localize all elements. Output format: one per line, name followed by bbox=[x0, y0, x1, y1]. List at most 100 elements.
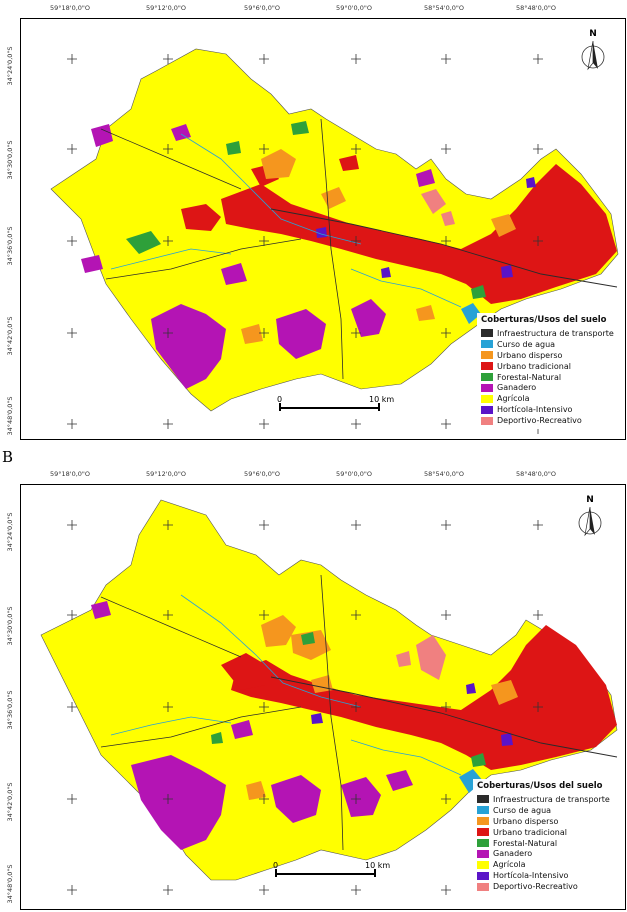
latitude-label: 34°36'0,0"S bbox=[6, 226, 14, 266]
urbano-tradicional-band bbox=[221, 164, 617, 304]
scale-end-label: 10 km bbox=[369, 395, 395, 404]
scale-line bbox=[275, 873, 375, 875]
scale-bar: 0 10 km bbox=[273, 395, 394, 413]
legend-item: Curso de agua bbox=[477, 805, 610, 816]
legend-swatch bbox=[477, 795, 489, 804]
longitude-label: 58°54'0,0"O bbox=[423, 4, 465, 12]
panel-letter-b: B bbox=[2, 448, 14, 466]
urbano-tradicional-patch bbox=[221, 653, 266, 690]
infraestructura-transporte-line bbox=[320, 574, 344, 851]
ganadero-area bbox=[276, 309, 326, 359]
curso-de-agua-line bbox=[350, 739, 462, 776]
legend-item: Urbano tradicional bbox=[481, 361, 614, 372]
deportivo-recreativo-patch bbox=[396, 651, 411, 667]
legend-label: Urbano tradicional bbox=[493, 827, 567, 837]
ganadero-area bbox=[131, 755, 226, 850]
longitude-label: 59°0'0,0"O bbox=[336, 4, 372, 12]
longitude-label: 59°6'0,0"O bbox=[244, 4, 280, 12]
legend-item: Infraestructura de transporte bbox=[477, 794, 610, 805]
deportivo-recreativo-patch bbox=[441, 211, 455, 226]
legend-label: Infraestructura de transporte bbox=[497, 328, 614, 338]
legend-item: Urbano disperso bbox=[477, 816, 610, 827]
urbano-disperso-patch bbox=[261, 149, 296, 179]
longitude-labels: 59°18'0,0"O 59°12'0,0"O 59°6'0,0"O 59°0'… bbox=[20, 470, 624, 484]
legend-swatch bbox=[477, 882, 489, 891]
horticola-intensivo-patch bbox=[466, 683, 476, 694]
legend-a: Coberturas/Usos del suelo Infraestructur… bbox=[477, 313, 618, 430]
map-canvas-a bbox=[50, 48, 619, 434]
curso-de-agua-line bbox=[180, 133, 362, 245]
curso-de-agua-area bbox=[461, 303, 481, 324]
legend-swatch bbox=[477, 817, 489, 826]
north-letter: N bbox=[589, 29, 597, 39]
legend-label: Agrícola bbox=[493, 860, 526, 870]
legend-swatch bbox=[481, 329, 493, 338]
legend-swatch bbox=[477, 828, 489, 837]
legend-swatch bbox=[477, 839, 489, 847]
urbano-disperso-patch bbox=[246, 781, 266, 800]
longitude-label: 59°0'0,0"O bbox=[336, 470, 372, 478]
legend-swatch bbox=[481, 362, 493, 371]
scale-start-label: 0 bbox=[277, 395, 283, 404]
scale-tick bbox=[275, 869, 277, 877]
infraestructura-transporte-line bbox=[100, 596, 242, 658]
legend-swatch bbox=[481, 340, 493, 349]
ganadero-area bbox=[386, 770, 413, 791]
legend-item: Ganadero bbox=[477, 848, 610, 859]
legend-item: Urbano disperso bbox=[481, 350, 614, 361]
ganadero-area bbox=[231, 720, 253, 739]
infraestructura-transporte-line bbox=[270, 208, 618, 288]
ganadero-area bbox=[416, 169, 435, 187]
legend-label: Urbano tradicional bbox=[497, 361, 571, 371]
ganadero-area bbox=[81, 255, 103, 273]
longitude-label: 59°18'0,0"O bbox=[49, 470, 91, 478]
infraestructura-transporte-line bbox=[270, 676, 618, 758]
latitude-label: 34°36'0,0"S bbox=[6, 690, 14, 730]
legend-swatch bbox=[481, 373, 493, 381]
scale-tick bbox=[279, 403, 281, 411]
deportivo-recreativo-patch bbox=[421, 189, 446, 214]
longitude-label: 59°12'0,0"O bbox=[145, 4, 187, 12]
legend-label: Curso de agua bbox=[497, 339, 556, 349]
legend-swatch bbox=[477, 871, 489, 880]
north-letter: N bbox=[586, 495, 594, 505]
latitude-label: 34°42'0,0"S bbox=[6, 782, 14, 822]
legend-title: Coberturas/Usos del suelo bbox=[481, 315, 607, 325]
legend-item: Infraestructura de transporte bbox=[481, 328, 614, 339]
ganadero-area bbox=[91, 601, 111, 619]
legend-title: Coberturas/Usos del suelo bbox=[477, 781, 603, 791]
scale-line bbox=[279, 407, 379, 409]
latitude-label: 34°48'0,0"S bbox=[6, 396, 14, 436]
urbano-tradicional-patch bbox=[181, 204, 221, 231]
urbano-disperso-patch bbox=[491, 680, 518, 705]
longitude-label: 58°54'0,0"O bbox=[423, 470, 465, 478]
legend-label: Ganadero bbox=[497, 383, 537, 393]
legend-label: Agrícola bbox=[497, 394, 530, 404]
legend-label: Hortícola-Intensivo bbox=[493, 871, 569, 881]
compass-icon bbox=[578, 506, 602, 537]
latitude-label: 34°24'0,0"S bbox=[6, 46, 14, 86]
scale-tick bbox=[378, 403, 380, 411]
legend-label: Hortícola-Intensivo bbox=[497, 405, 573, 415]
deportivo-recreativo-patch bbox=[416, 635, 446, 680]
curso-de-agua-line bbox=[110, 248, 232, 270]
horticola-intensivo-patch bbox=[381, 267, 391, 278]
infraestructura-transporte-line bbox=[100, 706, 302, 748]
horticola-intensivo-patch bbox=[311, 713, 323, 724]
forestal-natural-patch bbox=[126, 231, 161, 254]
urbano-disperso-patch bbox=[261, 615, 296, 647]
legend-item: Deportivo-Recreativo bbox=[477, 881, 610, 892]
urbano-tradicional-band bbox=[231, 625, 617, 770]
curso-de-agua-line bbox=[180, 594, 362, 708]
compass-icon bbox=[581, 40, 605, 71]
legend-label: Deportivo-Recreativo bbox=[493, 882, 578, 892]
legend-b: Coberturas/Usos del suelo Infraestructur… bbox=[473, 779, 614, 896]
ganadero-area bbox=[271, 775, 321, 823]
latitude-label: 34°42'0,0"S bbox=[6, 316, 14, 356]
longitude-label: 59°6'0,0"O bbox=[244, 470, 280, 478]
legend-item: Hortícola-Intensivo bbox=[477, 870, 610, 881]
forestal-natural-patch bbox=[301, 632, 315, 645]
urbano-disperso-patch bbox=[416, 305, 435, 321]
horticola-intensivo-patch bbox=[526, 177, 536, 188]
forestal-natural-patch bbox=[226, 141, 241, 155]
